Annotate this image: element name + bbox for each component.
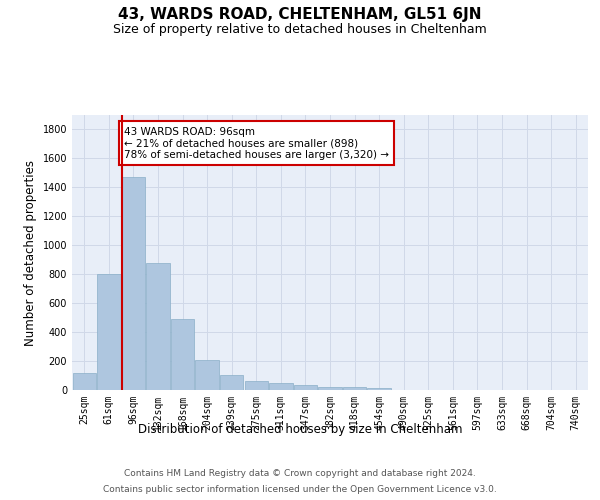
Bar — [319, 387, 341, 390]
Y-axis label: Number of detached properties: Number of detached properties — [24, 160, 37, 346]
Text: Contains public sector information licensed under the Open Government Licence v3: Contains public sector information licen… — [103, 485, 497, 494]
Text: Contains HM Land Registry data © Crown copyright and database right 2024.: Contains HM Land Registry data © Crown c… — [124, 469, 476, 478]
Bar — [196, 360, 219, 390]
Bar — [97, 274, 121, 390]
Text: 43, WARDS ROAD, CHELTENHAM, GL51 6JN: 43, WARDS ROAD, CHELTENHAM, GL51 6JN — [118, 8, 482, 22]
Bar — [122, 176, 145, 390]
Bar — [220, 375, 244, 390]
Bar — [294, 385, 317, 390]
Bar — [343, 388, 366, 390]
Text: Size of property relative to detached houses in Cheltenham: Size of property relative to detached ho… — [113, 22, 487, 36]
Bar — [73, 372, 96, 390]
Bar — [245, 380, 268, 390]
Text: 43 WARDS ROAD: 96sqm
← 21% of detached houses are smaller (898)
78% of semi-deta: 43 WARDS ROAD: 96sqm ← 21% of detached h… — [124, 126, 389, 160]
Bar — [171, 319, 194, 390]
Bar — [367, 388, 391, 390]
Text: Distribution of detached houses by size in Cheltenham: Distribution of detached houses by size … — [138, 422, 462, 436]
Bar — [146, 262, 170, 390]
Bar — [269, 384, 293, 390]
